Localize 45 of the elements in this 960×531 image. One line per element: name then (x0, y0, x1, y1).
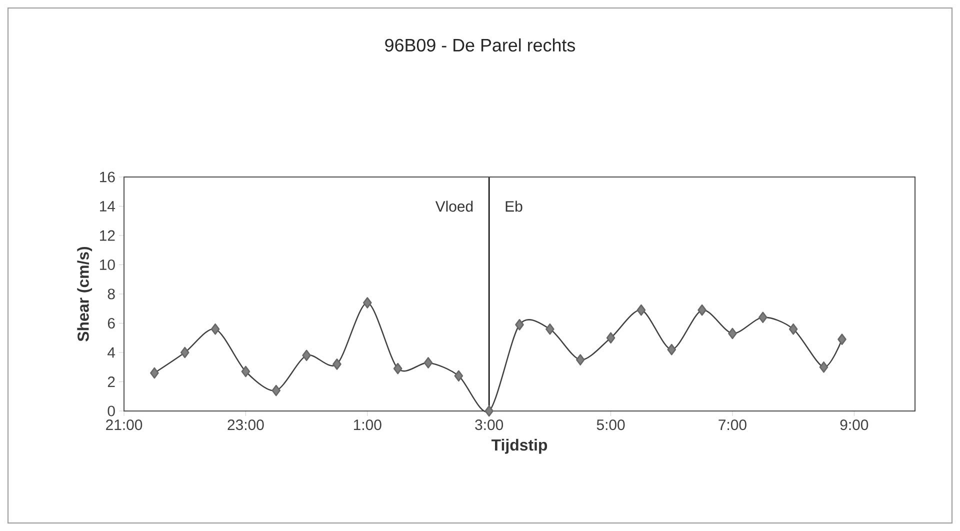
x-tick-label: 9:00 (840, 420, 868, 430)
point (728, 328, 737, 340)
point (698, 304, 706, 316)
y-tick-label: 12 (100, 230, 115, 241)
point (819, 361, 828, 373)
point (758, 312, 768, 324)
x-tick-label: 3:00 (475, 420, 504, 430)
point (667, 344, 676, 356)
point (180, 346, 190, 358)
y-tick-label: 0 (108, 406, 115, 416)
x-tick-label: 1:00 (354, 420, 382, 430)
x-tick-label: 5:00 (596, 420, 625, 430)
point (484, 405, 494, 417)
annotation: Vloed (435, 200, 473, 212)
point (636, 304, 646, 316)
x-tick-label: 23:00 (228, 420, 264, 430)
point (210, 323, 220, 335)
point (838, 334, 846, 345)
x-tick-label: 21:00 (106, 420, 142, 430)
point (515, 319, 524, 330)
x-axis-title: Tijdstip (491, 438, 548, 454)
point (606, 332, 616, 344)
point (576, 354, 585, 366)
point (150, 367, 159, 379)
point (302, 350, 311, 362)
x-tick-label: 7:00 (718, 420, 746, 430)
y-axis-title: Shear (cm/s) (77, 246, 92, 342)
y-tick-label: 8 (108, 288, 115, 300)
point (546, 323, 554, 335)
point (424, 357, 433, 368)
y-tick-label: 4 (108, 347, 116, 358)
point (362, 297, 372, 308)
y-tick-label: 14 (100, 201, 116, 212)
point (272, 384, 281, 396)
point (454, 370, 464, 382)
point (788, 323, 798, 335)
point (393, 362, 402, 374)
chart-title: 96B09 - De Parel rechts (385, 38, 576, 52)
point (241, 366, 250, 378)
y-tick-label: 6 (108, 318, 115, 329)
point (332, 358, 342, 370)
y-tick-label: 16 (100, 172, 115, 182)
y-tick-label: 10 (100, 259, 115, 270)
annotation: Eb (506, 200, 522, 212)
y-tick-label: 2 (108, 376, 115, 387)
